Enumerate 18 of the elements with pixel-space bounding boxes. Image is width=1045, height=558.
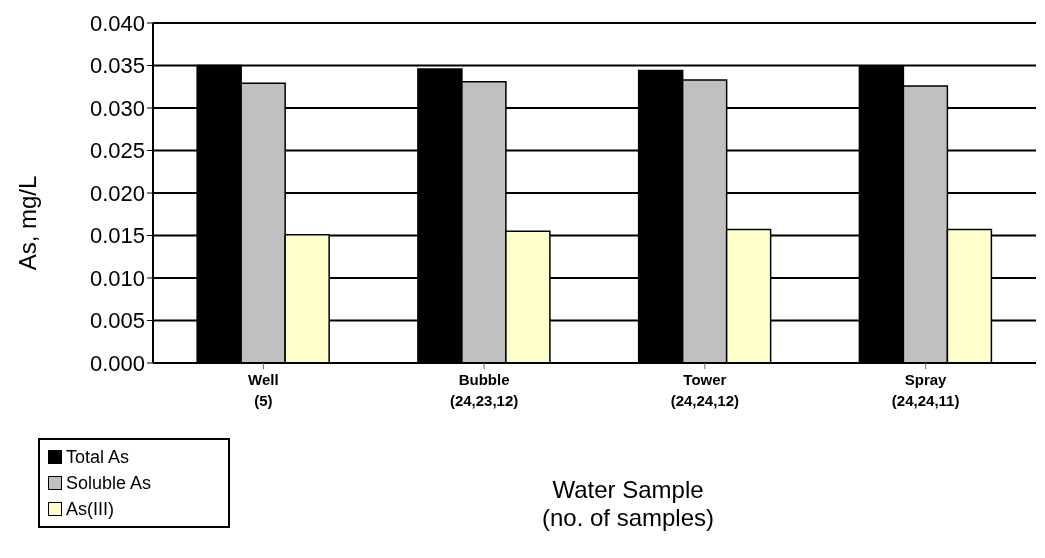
- y-tick-label: 0.040: [89, 10, 145, 36]
- y-tick-label: 0.015: [89, 223, 145, 249]
- x-tick-label: Spray (24,24,11): [891, 371, 960, 409]
- y-tick-label: 0.030: [89, 95, 145, 121]
- x-tick-label: Bubble (24,23,12): [449, 371, 519, 409]
- y-tick-label: 0.035: [89, 53, 145, 79]
- x-tick-label: Tower (24,24,12): [670, 371, 740, 409]
- y-tick-label: 0.010: [89, 265, 145, 291]
- legend-label: Soluble As: [66, 472, 152, 495]
- y-tick-label: 0.025: [89, 138, 145, 164]
- y-axis-title: As, mg/L: [14, 175, 41, 271]
- x-axis-title: Water Sample (no. of samples): [541, 476, 715, 531]
- legend-label: Total As: [66, 446, 130, 469]
- y-tick-label: 0.000: [89, 350, 145, 376]
- legend-label: As(III): [66, 498, 114, 521]
- x-tick-label: Well (5): [248, 371, 279, 409]
- y-tick-label: 0.020: [89, 180, 145, 206]
- y-tick-label: 0.005: [89, 308, 145, 334]
